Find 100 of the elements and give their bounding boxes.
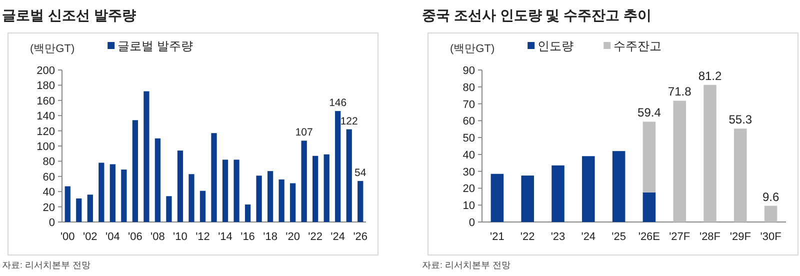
y-tick-label: 120 <box>36 126 55 138</box>
bar <box>110 164 116 222</box>
bar <box>132 120 138 222</box>
data-label: 146 <box>329 97 347 110</box>
chart-title: 글로벌 신조선 발주량 <box>2 7 136 23</box>
x-tick-label: '29F <box>730 231 752 243</box>
bar <box>98 162 104 222</box>
x-tick-label: '26 <box>353 231 368 243</box>
x-tick-label: '00 <box>60 231 75 243</box>
bar <box>267 171 274 222</box>
total-label: 59.4 <box>638 106 662 120</box>
y-tick-label: 30 <box>462 166 475 178</box>
bar <box>211 133 217 222</box>
y-tick-label: 80 <box>42 156 55 168</box>
y-tick-label: 0 <box>48 217 55 229</box>
bar <box>764 206 778 222</box>
x-tick-label: '26E <box>638 231 660 243</box>
total-label: 71.8 <box>668 84 692 99</box>
bar <box>166 196 172 222</box>
x-tick-label: '20 <box>286 231 300 243</box>
total-label: 81.2 <box>698 68 722 83</box>
y-tick-label: 50 <box>462 132 475 145</box>
y-tick-label: 100 <box>36 141 55 153</box>
chart-title: 중국 조선사 인도량 및 수주잔고 추이 <box>422 7 652 23</box>
data-label: 107 <box>295 126 313 139</box>
y-tick-label: 60 <box>42 171 55 184</box>
x-tick-label: '16 <box>240 231 255 243</box>
bar <box>290 183 296 222</box>
text: 자료: 리서치본부 전망 <box>422 260 511 270</box>
x-tick-label: '08 <box>150 231 165 243</box>
bar <box>490 174 504 222</box>
legend-label: 수주잔고 <box>614 39 662 53</box>
y-tick-label: 20 <box>42 202 55 214</box>
x-tick-label: '14 <box>218 231 232 243</box>
y-tick-label: 20 <box>462 183 475 196</box>
y-tick-label: 90 <box>462 65 475 77</box>
x-tick-label: '28F <box>699 231 721 243</box>
total-label: 55.3 <box>728 112 752 127</box>
x-tick-label: '23 <box>550 231 566 243</box>
y-tick-label: 40 <box>462 149 475 162</box>
bar <box>222 160 228 222</box>
bar <box>704 84 716 222</box>
x-tick-label: '21 <box>490 231 504 243</box>
x-tick-label: '12 <box>196 231 210 243</box>
x-tick-label: '18 <box>263 231 278 243</box>
x-tick-label: '22 <box>308 231 323 243</box>
x-tick-label: '30F <box>760 231 782 243</box>
legend-label: 글로벌 발주량 <box>118 39 193 53</box>
bar <box>642 122 656 192</box>
y-tick-label: 70 <box>462 98 475 111</box>
bar <box>154 138 161 222</box>
x-tick-label: '02 <box>82 231 98 243</box>
x-tick-label: '04 <box>105 231 120 243</box>
total-label: 9.6 <box>762 190 780 204</box>
x-tick-label: '24 <box>581 231 596 243</box>
y-tick-label: 160 <box>36 95 55 108</box>
bar <box>612 151 626 222</box>
bar <box>177 150 184 222</box>
bar <box>64 186 70 222</box>
x-tick-label: '24 <box>330 231 346 243</box>
bar <box>552 165 564 222</box>
data-label: 54 <box>354 166 366 179</box>
bar <box>324 154 330 222</box>
bar <box>358 180 364 222</box>
bar <box>312 156 318 222</box>
bar <box>87 194 93 222</box>
y-tick-label: 80 <box>462 82 475 94</box>
bar <box>346 129 352 222</box>
bar <box>256 176 262 222</box>
legend-label: 인도량 <box>538 39 574 53</box>
y-tick-label: 0 <box>468 217 475 229</box>
bar <box>582 156 595 222</box>
x-tick-label: '27F <box>669 231 690 243</box>
bar <box>521 176 534 222</box>
y-tick-label: 140 <box>36 110 55 123</box>
x-tick-label: '22 <box>520 231 535 243</box>
x-tick-label: '10 <box>173 231 188 243</box>
bar <box>188 174 194 222</box>
y-tick-label: 40 <box>42 186 55 199</box>
text: 자료: 리서치본부 전망 <box>2 260 91 270</box>
bar <box>200 190 206 222</box>
y-tick-label: 10 <box>462 200 475 212</box>
bar <box>144 91 150 222</box>
bar <box>734 128 747 222</box>
x-tick-label: '25 <box>612 231 626 243</box>
bar <box>234 160 240 222</box>
bar <box>301 140 307 222</box>
data-label: 122 <box>340 115 358 128</box>
bar <box>76 198 82 222</box>
bar <box>278 179 284 222</box>
y-tick-label: 200 <box>36 65 55 77</box>
x-tick-label: '06 <box>128 231 142 243</box>
bar <box>642 192 656 222</box>
bar <box>121 170 127 222</box>
y-tick-label: 60 <box>462 116 475 128</box>
bar <box>673 100 686 222</box>
y-axis-title: (백만GT) <box>30 43 75 55</box>
y-axis-title: (백만GT) <box>450 43 495 55</box>
bar <box>335 111 341 222</box>
y-tick-label: 180 <box>36 80 55 92</box>
